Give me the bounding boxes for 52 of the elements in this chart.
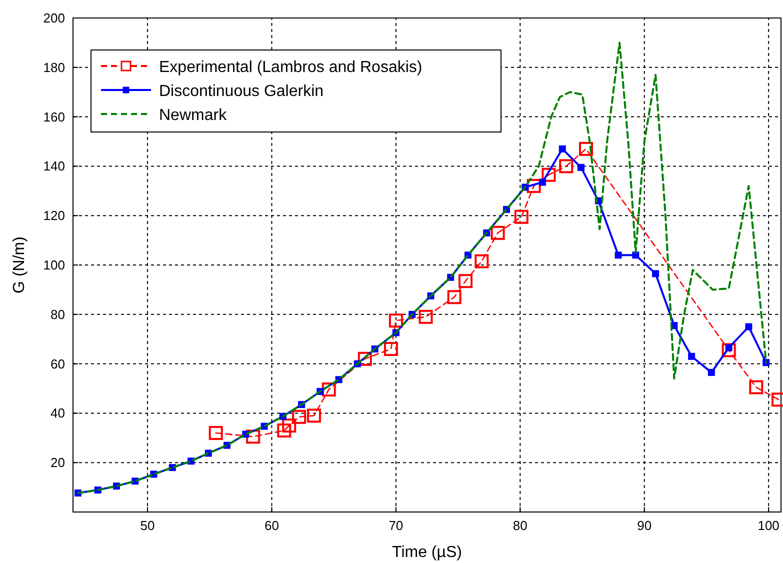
point [388,314,403,328]
y-axis-title: G (N/m) [11,236,28,294]
point [490,226,505,240]
point [722,343,736,358]
point [708,368,715,376]
point [384,342,398,356]
point [514,210,528,224]
point [539,178,546,186]
y-tick-label: 120 [43,208,65,224]
y-tick-label: 180 [43,60,65,75]
y-tick-label: 100 [43,258,65,272]
x-tick-label: 80 [512,518,528,533]
point [447,290,462,304]
point [418,310,433,324]
point [306,408,321,423]
y-tick-label: 60 [50,356,65,372]
x-axis-title: Time (µS) [392,544,462,561]
y-tick-label: 200 [43,10,65,26]
point [526,178,541,193]
point [208,426,223,440]
point [542,168,556,182]
legend-label: Experimental (Lambros and Rosakis) [159,59,422,76]
point [282,418,296,433]
point [474,254,489,268]
y-tick-label: 40 [50,406,65,421]
point [578,142,593,156]
x-tick-label: 60 [264,518,279,533]
point [688,352,696,360]
point [558,145,566,152]
point [578,164,585,171]
y-tick-label: 160 [43,109,65,124]
point [322,382,336,396]
point [745,323,752,330]
point [652,270,660,278]
point [292,410,306,424]
point [749,380,764,394]
x-tick-label: 100 [758,518,780,533]
y-tick-label: 20 [50,455,65,470]
point [277,423,292,438]
point [358,352,372,366]
point [458,274,473,288]
y-tick-label: 140 [43,158,65,174]
x-tick-label: 70 [388,518,404,533]
point [614,252,622,259]
x-tick-label: 50 [140,518,155,533]
point [632,252,640,259]
point [246,430,260,444]
y-tick-label: 80 [50,306,65,322]
legend-label: Discontinuous Galerkin [159,83,324,100]
point [559,159,574,174]
x-tick-label: 90 [637,518,652,533]
legend-label: Newmark [159,107,228,124]
